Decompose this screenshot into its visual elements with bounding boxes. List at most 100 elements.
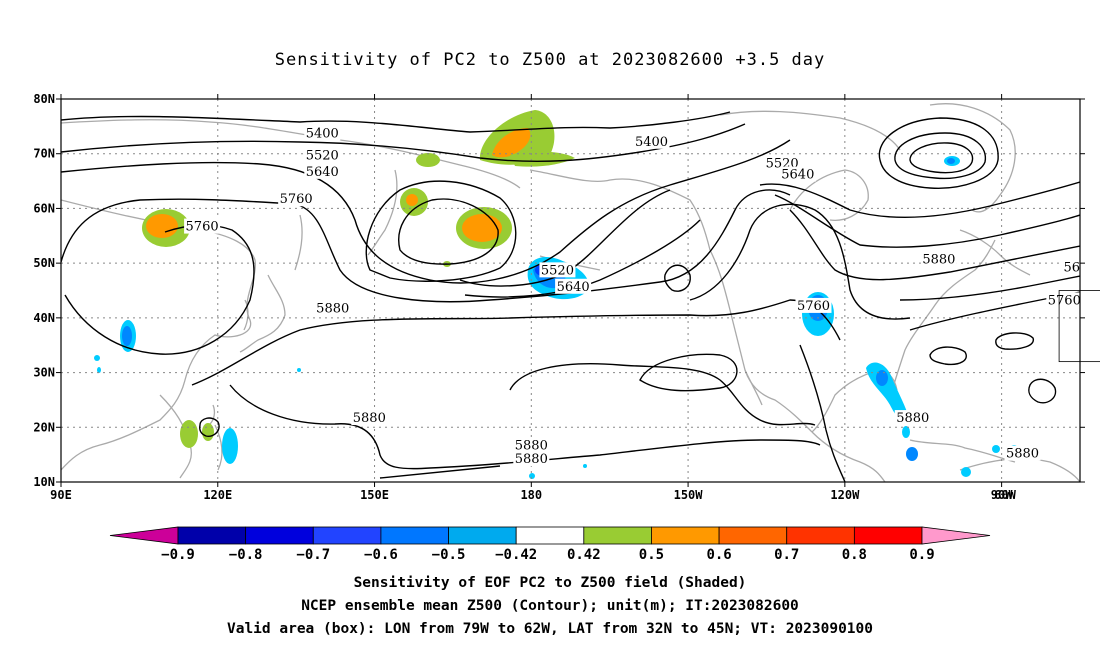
colorbar-swatch <box>853 526 923 545</box>
contour-label: 5520 <box>306 148 339 163</box>
coastline-central-america <box>811 431 886 482</box>
colorbar-right-triangle <box>921 526 991 545</box>
contour-label-bg <box>894 410 931 426</box>
coastline-taiwan <box>209 404 216 425</box>
colorbar-swatch <box>515 526 585 545</box>
contour-label-bg <box>513 451 550 467</box>
lat-tick-label: 70N <box>33 147 55 161</box>
colorbar-label: −0.5 <box>432 547 466 563</box>
contour-5400-east <box>759 181 1080 218</box>
contour-5640-center <box>464 219 701 298</box>
contour-label: 5760 <box>797 299 830 314</box>
colorbar-label: −0.42 <box>495 547 537 563</box>
map-title: Sensitivity of PC2 to Z500 at 2023082600… <box>274 50 826 70</box>
neg-patch-dots <box>94 355 587 479</box>
contour-label-bg <box>1083 230 1100 245</box>
colorbar-swatch <box>583 526 652 545</box>
contour-label-bg <box>633 133 670 149</box>
coastline-sakhalin <box>294 214 303 271</box>
contour-label: 5880 <box>316 302 349 317</box>
coastline-baja <box>744 369 763 406</box>
coastline-greenland <box>929 103 1016 213</box>
colorbar-label: 0.42 <box>567 547 601 563</box>
lat-tick-label: 30N <box>33 366 55 380</box>
lat-tick-label: 80N <box>33 92 55 106</box>
colorbar-label: −0.9 <box>161 547 195 563</box>
coastline-alaska <box>529 169 711 251</box>
contour-inner-greenland-2 <box>909 142 974 174</box>
contour-label-bg <box>539 262 576 278</box>
valid-area-box <box>1058 290 1100 363</box>
coastline-na-east <box>889 239 996 399</box>
contour-label: 5520 <box>541 263 574 278</box>
colorbar-label: 0.6 <box>706 547 731 563</box>
neg-patch-caribbean <box>222 426 1019 477</box>
contour-label: 5520 <box>1084 231 1100 246</box>
contour-5880-south2 <box>379 465 501 479</box>
contour-labels: 5400552056405760576058805880588058805400… <box>184 125 1100 467</box>
colorbar-swatch <box>651 526 720 545</box>
colorbar-label: 0.7 <box>774 547 799 563</box>
coastline-hudson <box>789 169 869 221</box>
contour-5520-low <box>365 180 517 282</box>
pos-patch-small-2 <box>400 188 428 216</box>
colorbar: −0.9 −0.8 −0.7 −0.6 −0.5 −0.42 0.42 0.5 0.6 0.7 0.… <box>109 526 991 563</box>
pos-patch-small-1 <box>416 153 440 167</box>
coastline-labrador <box>959 229 1031 276</box>
neg-patch-west <box>120 320 136 352</box>
pos-patch-bering <box>456 207 512 249</box>
contour-5880-loop-small <box>664 264 691 292</box>
contour-5760-east <box>689 203 911 320</box>
contour-label: 5640 <box>557 280 590 295</box>
contour-label-bg <box>1046 292 1080 308</box>
colorbar-swatch <box>380 526 449 545</box>
coastline-south-america <box>959 458 1080 482</box>
contour-5280-east <box>878 117 999 189</box>
contour-label-bg <box>351 410 388 426</box>
coastline-japan <box>239 274 286 353</box>
coastline-korea <box>243 299 249 331</box>
contour-label: 5640 <box>306 165 339 180</box>
lat-tick-label: 40N <box>33 311 55 325</box>
contour-5760-west <box>61 189 791 303</box>
contour-5400-west <box>61 111 731 133</box>
colorbar-label: −0.6 <box>364 547 398 563</box>
neg-patch-gulf <box>866 362 910 422</box>
contour-label-bg <box>513 437 550 453</box>
contour-5880-east <box>799 344 846 482</box>
neg-patch-greenland <box>944 156 960 166</box>
lat-tick-label: 20N <box>33 420 55 434</box>
pos-patch-west <box>142 209 190 247</box>
contour-5880-main <box>191 299 841 386</box>
coastline-kamchatka <box>367 169 398 256</box>
colorbar-label: 0.5 <box>639 547 664 563</box>
colorbar-label: −0.7 <box>296 547 330 563</box>
contour-label: 5400 <box>306 127 339 142</box>
colorbar-label: −0.8 <box>229 547 263 563</box>
contour-5880-loop-e <box>995 332 1034 350</box>
contour-label: 5640 <box>1063 261 1096 276</box>
contour-5400-low <box>398 198 499 265</box>
contour-label-bg <box>1062 259 1080 275</box>
contour-5640-east <box>789 209 1080 281</box>
contour-5880-tiny <box>199 417 220 437</box>
lat-tick-label: 10N <box>33 475 55 489</box>
contour-5880-center <box>509 363 816 426</box>
contour-label: 5880 <box>515 452 548 467</box>
contour-label: 5640 <box>781 168 814 183</box>
contour-label-bg <box>1004 445 1041 461</box>
axis-ticks <box>56 94 1085 487</box>
coastline-arctic-archipelago <box>719 110 901 151</box>
colorbar-swatch <box>177 526 247 545</box>
pos-patch-arctic <box>479 110 575 167</box>
contour-label-bg <box>184 218 221 234</box>
contour-label-bg <box>920 251 957 267</box>
contour-label: 5760 <box>280 192 313 207</box>
colorbar-swatch <box>786 526 855 545</box>
coastline-caribbean <box>909 439 1016 463</box>
contour-label-bg <box>555 278 592 294</box>
lon-tick-label: 90E <box>50 488 72 502</box>
contour-label-bg <box>304 125 341 141</box>
